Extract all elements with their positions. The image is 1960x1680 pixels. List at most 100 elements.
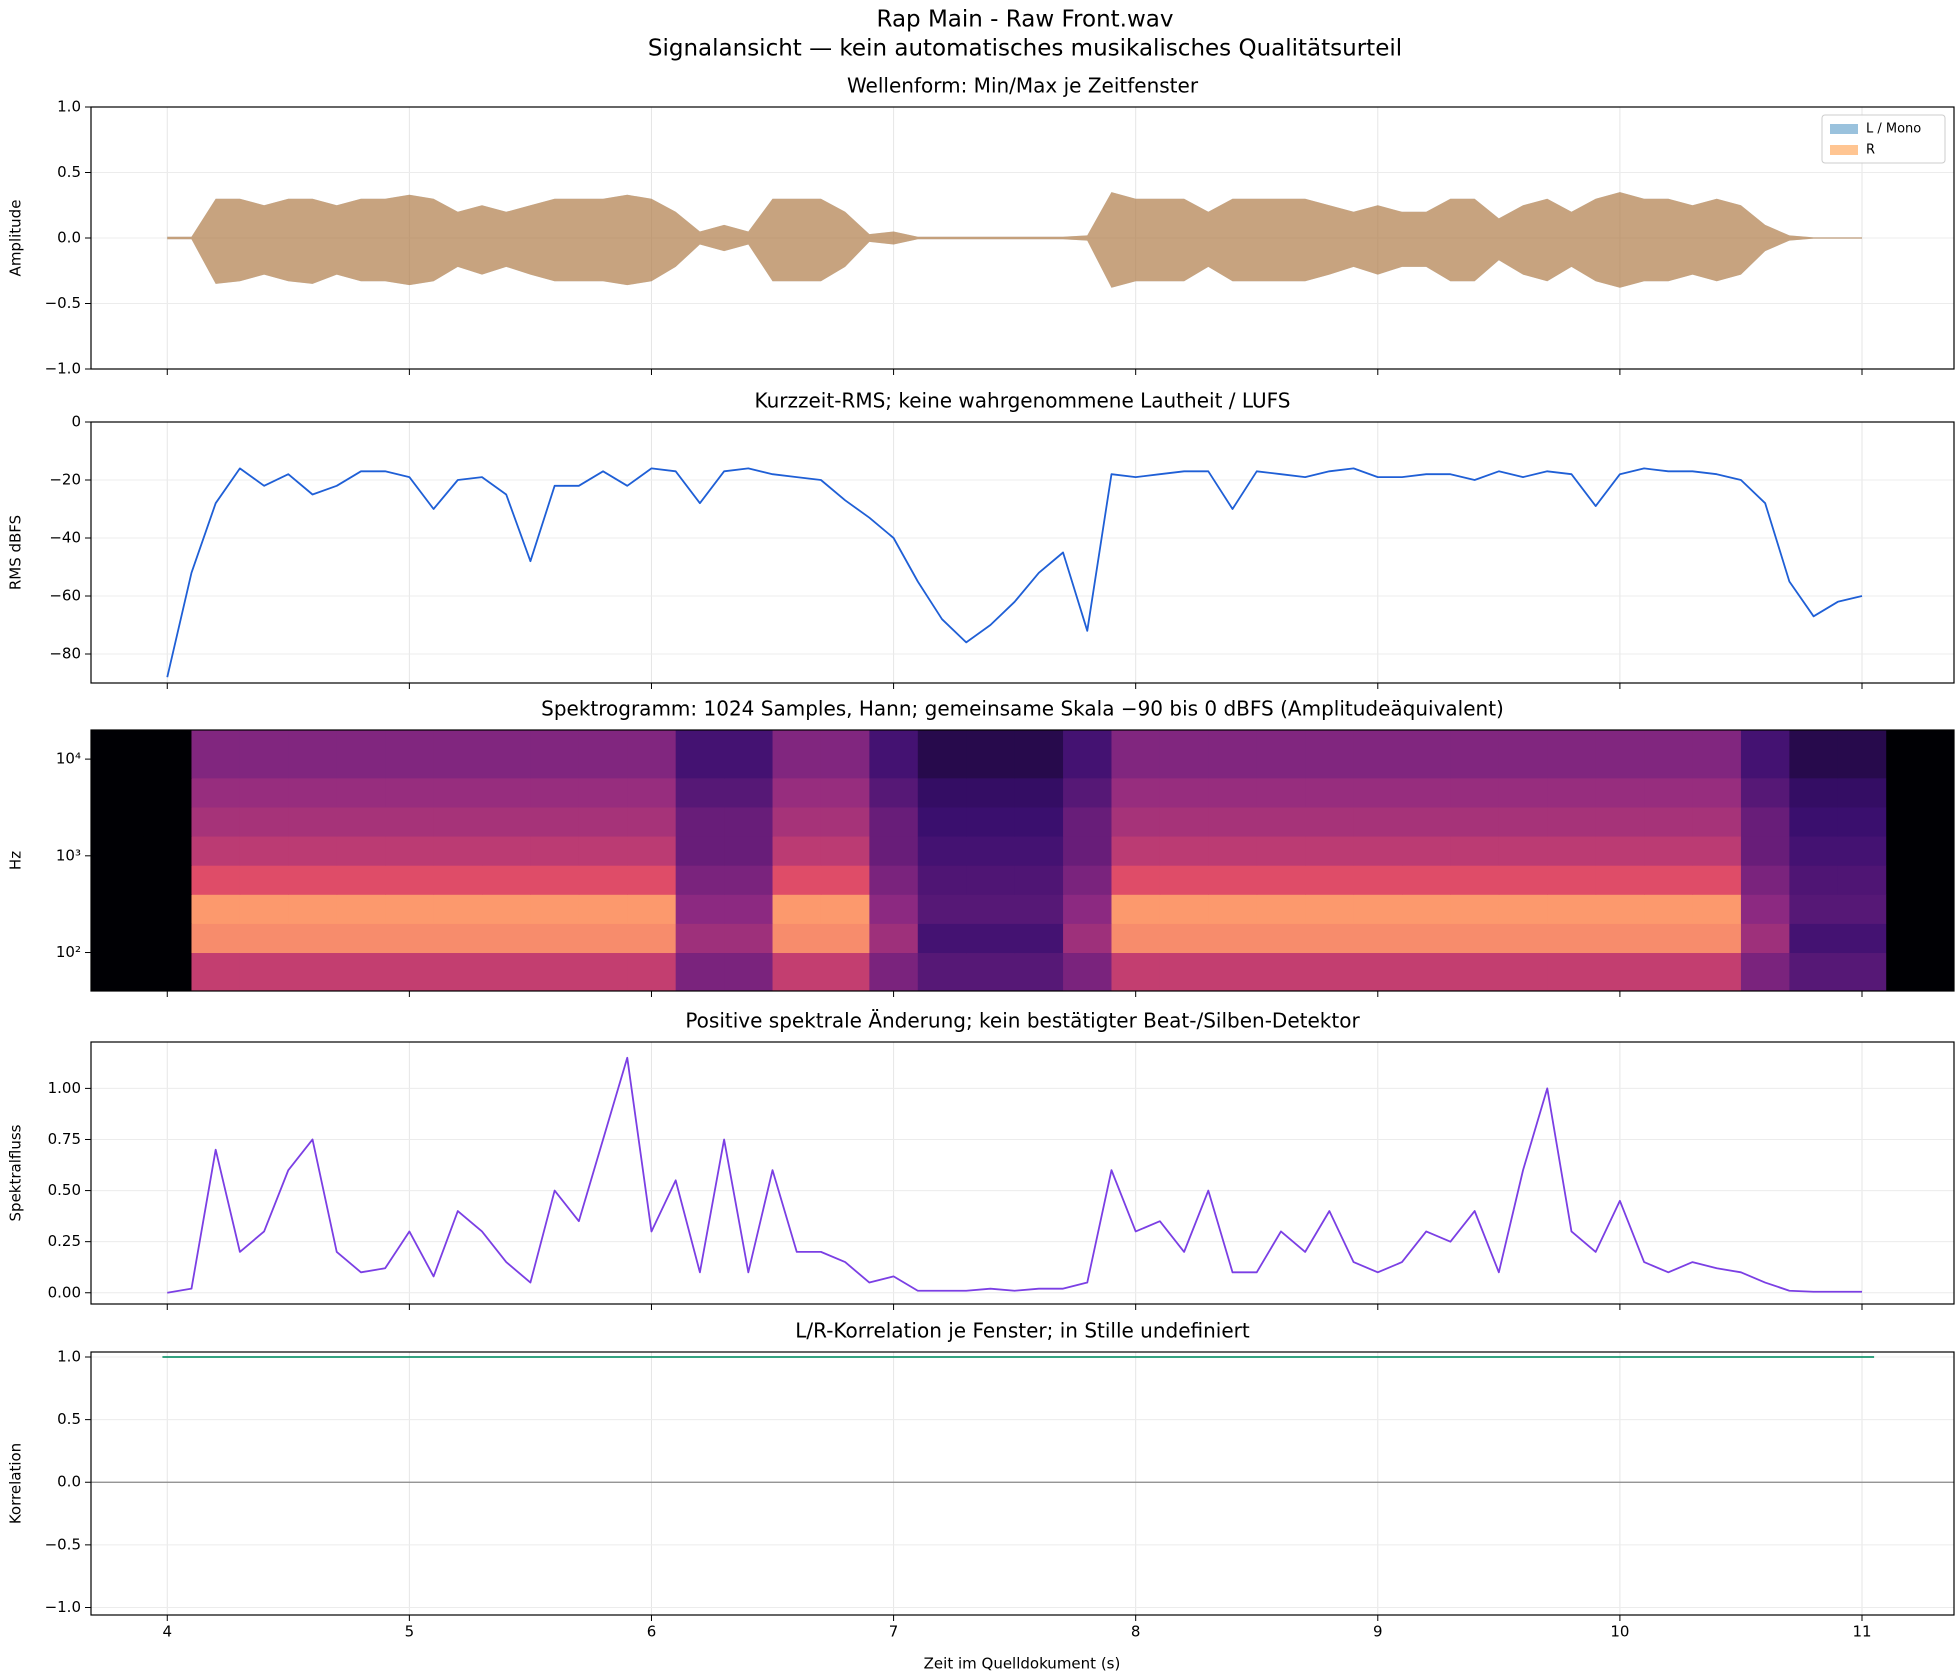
y-axis-label: Spektralfluss — [7, 1124, 25, 1221]
spectrogram-cell — [772, 865, 822, 895]
spectrogram-cell — [1111, 777, 1161, 808]
spectrogram-cell — [966, 806, 1016, 837]
spectrogram-cell — [288, 865, 338, 895]
spectrogram-cell — [1353, 865, 1403, 895]
spectrogram-cell — [1353, 806, 1403, 837]
spectrogram-cell — [1014, 806, 1064, 837]
spectrogram-cell — [1256, 806, 1306, 837]
y-tick-label: 0.75 — [48, 1130, 81, 1148]
spectrogram-cell — [772, 806, 822, 837]
spectrogram-cell — [724, 777, 774, 808]
spectrogram-cell — [1111, 894, 1161, 924]
spectrogram-cell — [1692, 865, 1742, 895]
spectrogram-cell — [627, 806, 677, 837]
spectrogram-cell — [578, 894, 628, 924]
spectrogram-cell — [1498, 894, 1548, 924]
spectrogram-cell — [1644, 894, 1694, 924]
plot-area — [91, 107, 1954, 369]
spectrogram-cell — [336, 836, 386, 866]
spectrogram-cell — [1450, 865, 1500, 895]
spectrogram-cell — [288, 836, 338, 866]
spectrogram-cell — [1353, 952, 1403, 991]
spectrogram-cell — [627, 923, 677, 954]
spectrogram-cell — [1305, 730, 1355, 779]
spectrogram-cell — [1644, 777, 1694, 808]
spectrogram-cell — [1111, 923, 1161, 954]
spectrogram-cell — [869, 923, 919, 954]
spectrogram-cell — [1305, 894, 1355, 924]
spectrogram-cell — [869, 836, 919, 866]
spectrogram-cell — [1886, 923, 1936, 954]
spectrogram-cell — [1159, 952, 1209, 991]
spectrogram-cell — [917, 777, 967, 808]
spectrogram-cell — [239, 777, 289, 808]
spectrogram-cell — [578, 730, 628, 779]
spectrogram-cell — [1208, 894, 1258, 924]
spectrogram-cell — [239, 923, 289, 954]
panel-title: L/R-Korrelation je Fenster; in Stille un… — [795, 1319, 1250, 1343]
spectrogram-cell — [1644, 952, 1694, 991]
spectrogram-cell — [917, 865, 967, 895]
spectrogram-cell — [530, 777, 580, 808]
spectrogram-cell — [1740, 894, 1790, 924]
spectrogram-cell — [1208, 952, 1258, 991]
y-tick-label: 0.0 — [57, 1473, 81, 1491]
spectrogram-cell — [1256, 777, 1306, 808]
spectrogram-cell — [1498, 952, 1548, 991]
spectrogram-cell — [724, 836, 774, 866]
spectrogram-cell — [385, 836, 435, 866]
y-tick-label: −0.5 — [45, 294, 81, 312]
spectrogram-cell — [1789, 865, 1839, 895]
spectrogram-cell — [1837, 836, 1887, 866]
spectrogram-cell — [675, 777, 725, 808]
spectrogram-cell — [1498, 836, 1548, 866]
panel: 1.0 0.5 0.0 −0.5 −1.0 Wellenform: Min/Max je … — [7, 74, 1955, 378]
spectrogram-cell — [1740, 777, 1790, 808]
spectrogram-cell — [1159, 806, 1209, 837]
spectrogram-cell — [1402, 894, 1451, 924]
spectrogram-cell — [239, 730, 289, 779]
y-tick-label: −1.0 — [45, 360, 81, 378]
spectrogram-cell — [1595, 865, 1645, 895]
spectrogram-cell — [1789, 730, 1839, 779]
panel: 0 −20 −40 −60 −80 Kurzzeit-RMS; keine wahrgen… — [7, 389, 1955, 689]
spectrogram-cell — [1159, 894, 1209, 924]
line — [166, 467, 1863, 678]
spectrogram-cell — [1547, 730, 1597, 779]
spectrogram-cell — [1256, 923, 1306, 954]
spectrogram-cell — [1208, 865, 1258, 895]
spectrogram-cell — [578, 777, 628, 808]
waveform-band — [167, 192, 1862, 288]
spectrogram-cell — [482, 777, 531, 808]
y-tick-label: 1.00 — [48, 1079, 81, 1097]
spectrogram-cell — [1692, 730, 1742, 779]
spectrogram-cell — [1014, 952, 1064, 991]
y-tick-label: 0.5 — [57, 1410, 81, 1428]
spectrogram-cell — [385, 923, 435, 954]
spectrogram-cell — [1063, 836, 1112, 866]
spectrogram-cell — [191, 894, 241, 924]
spectrogram-cell — [1305, 806, 1355, 837]
y-tick-label: 1.0 — [57, 1348, 81, 1366]
spectrogram-cell — [1450, 952, 1500, 991]
spectrogram-cell — [1789, 777, 1839, 808]
spectrogram-cell — [530, 923, 580, 954]
spectrogram-cell — [239, 865, 289, 895]
spectrogram-cell — [1595, 923, 1645, 954]
spectrogram-cell — [1498, 923, 1548, 954]
spectrogram-cell — [1886, 836, 1936, 866]
spectrogram-cell — [869, 865, 919, 895]
spectrogram-cell — [675, 730, 725, 779]
x-tick-label: 5 — [405, 1623, 415, 1641]
y-axis-label: RMS dBFS — [7, 515, 25, 590]
spectrogram-cell — [1547, 836, 1597, 866]
spectrogram-cell — [433, 806, 483, 837]
spectrogram-cell — [869, 894, 919, 924]
spectrogram-cell — [1402, 836, 1451, 866]
spectrogram-cell — [1886, 806, 1936, 837]
spectrogram-cell — [1305, 952, 1355, 991]
x-tick-label: 9 — [1373, 1623, 1383, 1641]
spectrogram-cell — [94, 730, 144, 779]
spectrogram-cell — [1208, 777, 1258, 808]
plot-area — [91, 730, 1954, 991]
